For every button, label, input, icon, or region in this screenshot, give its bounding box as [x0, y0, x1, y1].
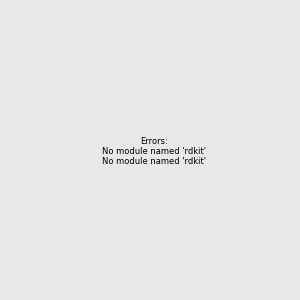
- Text: Errors:
No module named 'rdkit'
No module named 'rdkit': Errors: No module named 'rdkit' No modul…: [102, 136, 206, 166]
